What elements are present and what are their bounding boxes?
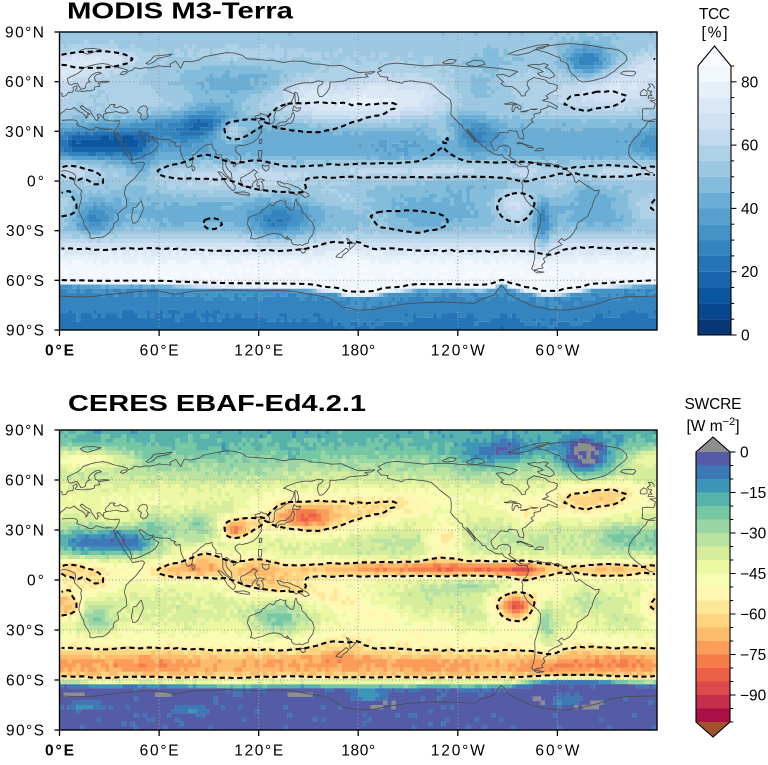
svg-text:SWCRE: SWCRE: [685, 396, 742, 413]
svg-text:MODIS M3-Terra: MODIS M3-Terra: [67, 0, 294, 24]
svg-text:−60: −60: [740, 607, 767, 624]
svg-text:TCC: TCC: [699, 6, 730, 23]
svg-text:120°W: 120°W: [431, 743, 485, 760]
svg-text:60°W: 60°W: [535, 343, 579, 360]
svg-text:−90: −90: [740, 688, 767, 705]
svg-text:0°: 0°: [27, 174, 44, 191]
svg-text:80: 80: [741, 74, 759, 91]
svg-text:−30: −30: [740, 526, 767, 543]
svg-text:40: 40: [741, 201, 759, 218]
svg-text:0°E: 0°E: [45, 343, 74, 360]
svg-text:60°W: 60°W: [535, 743, 579, 760]
svg-text:0°E: 0°E: [45, 743, 74, 760]
svg-text:60°N: 60°N: [5, 473, 44, 490]
svg-text:−75: −75: [740, 647, 766, 664]
svg-text:30°N: 30°N: [5, 523, 44, 540]
svg-text:0°: 0°: [27, 573, 44, 590]
svg-text:120°E: 120°E: [234, 743, 283, 760]
svg-text:60°N: 60°N: [5, 74, 44, 91]
svg-text:180°: 180°: [341, 743, 375, 760]
svg-text:120°W: 120°W: [431, 343, 485, 360]
svg-text:0: 0: [741, 328, 750, 345]
svg-text:30°N: 30°N: [5, 124, 44, 141]
svg-text:CERES EBAF-Ed4.2.1: CERES EBAF-Ed4.2.1: [68, 390, 366, 416]
svg-text:−45: −45: [740, 566, 766, 583]
svg-text:20: 20: [741, 264, 759, 281]
svg-text:60: 60: [741, 138, 759, 155]
svg-text:90°N: 90°N: [5, 25, 44, 42]
svg-text:−15: −15: [740, 485, 766, 502]
svg-text:180°: 180°: [341, 343, 375, 360]
svg-text:[%]: [%]: [702, 25, 728, 42]
svg-text:90°N: 90°N: [5, 423, 44, 440]
svg-text:0: 0: [740, 445, 749, 462]
svg-text:120°E: 120°E: [234, 343, 283, 360]
